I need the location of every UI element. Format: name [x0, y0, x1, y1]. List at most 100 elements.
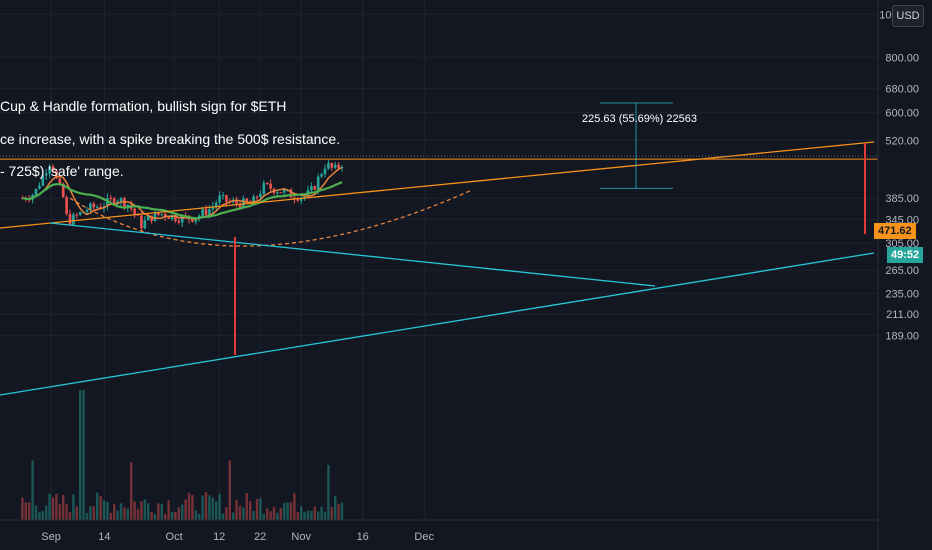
- volume-bar: [143, 499, 146, 520]
- volume-bar: [140, 501, 143, 520]
- volume-bar: [177, 507, 180, 520]
- volume-bar: [300, 506, 303, 520]
- candle-body: [143, 220, 147, 229]
- candle-body: [41, 175, 45, 186]
- candle-body: [38, 185, 41, 189]
- currency-button[interactable]: USD: [892, 5, 924, 27]
- volume-bar: [211, 497, 214, 520]
- candle-body: [109, 198, 113, 200]
- volume-bar: [106, 502, 109, 520]
- annotation-line-3: - 725$) 'safe' range.: [0, 163, 124, 179]
- volume-bar: [293, 493, 296, 520]
- volume-bar: [218, 493, 221, 520]
- volume-bar: [79, 390, 82, 520]
- volume-bar: [320, 506, 323, 520]
- volume-bars: [21, 390, 344, 520]
- candle-body: [75, 214, 79, 216]
- countdown-tag: 49:52: [887, 247, 924, 263]
- candle-body: [269, 183, 272, 189]
- x-tick-label: Dec: [414, 531, 434, 543]
- volume-bar: [317, 511, 320, 520]
- volume-bar: [51, 497, 55, 520]
- candle-body: [72, 214, 75, 225]
- volume-bar: [204, 492, 208, 520]
- volume-bar: [116, 510, 119, 520]
- candle-body: [225, 195, 228, 202]
- candle-body: [126, 204, 130, 208]
- candle-body: [58, 178, 62, 184]
- candle-body: [123, 198, 126, 208]
- candle-body: [157, 212, 160, 215]
- volume-bar: [38, 512, 41, 520]
- volume-bar: [68, 512, 72, 520]
- volume-bar: [266, 508, 269, 520]
- candle-body: [333, 164, 337, 168]
- volume-bar: [89, 506, 92, 520]
- x-tick-label: Sep: [41, 531, 61, 543]
- candle-body: [146, 215, 150, 221]
- candle-body: [262, 182, 266, 194]
- candle-body: [112, 198, 116, 204]
- cup-curve: [69, 190, 471, 247]
- candle-body: [68, 214, 72, 225]
- volume-bar: [133, 501, 136, 520]
- volume-bar: [187, 492, 191, 520]
- y-tick-label: 680.00: [885, 84, 919, 96]
- volume-bar: [123, 507, 126, 520]
- y-tick-label: 600.00: [885, 108, 919, 120]
- candle-body: [204, 209, 208, 215]
- volume-bar: [164, 513, 167, 520]
- candle-body: [259, 193, 262, 198]
- volume-bar: [82, 390, 85, 520]
- volume-bar: [85, 512, 89, 520]
- candle-body: [160, 213, 164, 215]
- candle-body: [218, 195, 221, 203]
- candle-body: [238, 203, 242, 208]
- volume-bar: [238, 505, 242, 520]
- volume-bar: [327, 464, 330, 520]
- candle-body: [208, 209, 211, 215]
- volume-bar: [102, 500, 106, 520]
- candle-body: [330, 163, 334, 168]
- volume-bar: [58, 504, 61, 520]
- volume-bar: [306, 510, 310, 520]
- candle-body: [119, 198, 123, 202]
- candle-body: [201, 209, 204, 216]
- candle-body: [221, 195, 225, 197]
- volume-bar: [65, 504, 68, 520]
- volume-bar: [337, 503, 340, 520]
- volume-bar: [215, 501, 218, 520]
- x-tick-label: Oct: [166, 531, 183, 543]
- candle-body: [177, 220, 181, 223]
- candle-body: [140, 215, 143, 229]
- candle-body: [320, 174, 323, 177]
- candle-body: [340, 166, 344, 168]
- ascending-trend-line: [0, 252, 875, 396]
- annotation-line-1: Cup & Handle formation, bullish sign for…: [0, 98, 287, 114]
- volume-bar: [286, 502, 289, 520]
- price-axis-bg: [878, 0, 932, 550]
- volume-bar: [269, 511, 272, 520]
- y-tick-label: 235.00: [885, 288, 919, 300]
- volume-bar: [296, 512, 299, 520]
- candle-body: [163, 213, 167, 218]
- volume-bar: [242, 507, 245, 520]
- chart-grid: [0, 0, 878, 520]
- x-tick-label: 16: [357, 531, 369, 543]
- volume-bar: [170, 511, 174, 520]
- candle-body: [153, 212, 157, 222]
- candle-body: [265, 182, 269, 184]
- volume-bar: [235, 500, 238, 520]
- upper-channel-line: [0, 141, 875, 229]
- volume-bar: [109, 512, 112, 520]
- candle-body: [48, 166, 51, 174]
- volume-bar: [150, 511, 153, 520]
- candle-body: [174, 215, 177, 221]
- candle-body: [303, 196, 306, 198]
- volume-bar: [303, 512, 306, 520]
- y-tick-label: 189.00: [885, 330, 919, 342]
- volume-bar: [228, 460, 231, 520]
- candle-body: [299, 197, 303, 201]
- volume-bar: [232, 512, 235, 520]
